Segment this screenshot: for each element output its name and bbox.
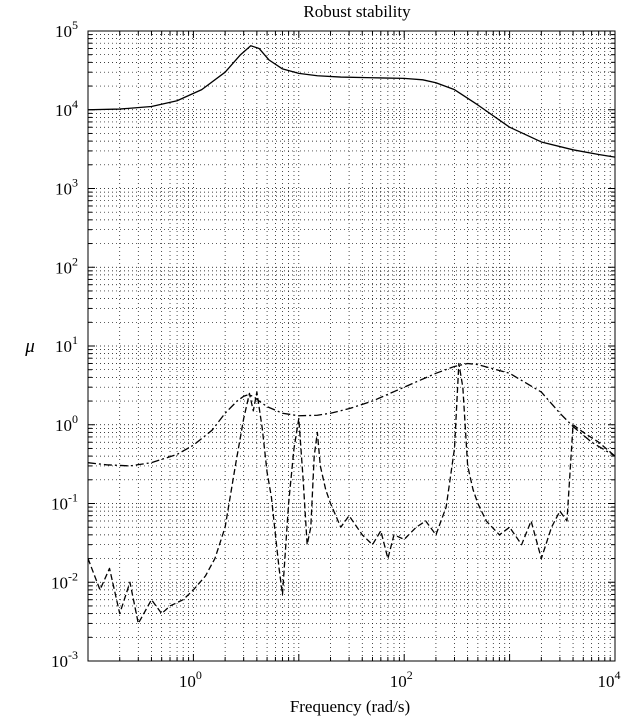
y-tick-label: 10-3	[51, 648, 78, 671]
y-tick-label: 10-2	[51, 569, 78, 592]
x-tick-label: 100	[179, 668, 202, 691]
y-axis-label: μ	[24, 336, 35, 357]
series-line-dashed	[87, 362, 616, 625]
y-tick-label: 10-1	[51, 491, 78, 514]
y-tick-label: 100	[55, 412, 78, 435]
series-line-solid	[87, 45, 616, 158]
chart-title: Robust stability	[303, 2, 411, 21]
axis-ticks	[87, 31, 615, 662]
y-tick-labels: 105 104 103 102 101 100 10-1 10-2 10-3	[51, 18, 78, 671]
y-tick-label: 105	[55, 18, 78, 41]
x-axis-label: Frequency (rad/s)	[290, 697, 410, 716]
x-tick-label: 102	[390, 668, 413, 691]
y-tick-label: 102	[55, 254, 78, 277]
grid	[87, 31, 615, 662]
plot-frame	[87, 30, 616, 662]
x-tick-labels: 100 102 104	[179, 668, 621, 691]
y-tick-label: 104	[55, 97, 78, 120]
x-tick-label: 104	[598, 668, 621, 691]
y-tick-label: 103	[55, 176, 78, 199]
series-group	[87, 45, 616, 625]
y-tick-label: 101	[55, 333, 78, 356]
series-line-dashdot	[87, 362, 616, 467]
